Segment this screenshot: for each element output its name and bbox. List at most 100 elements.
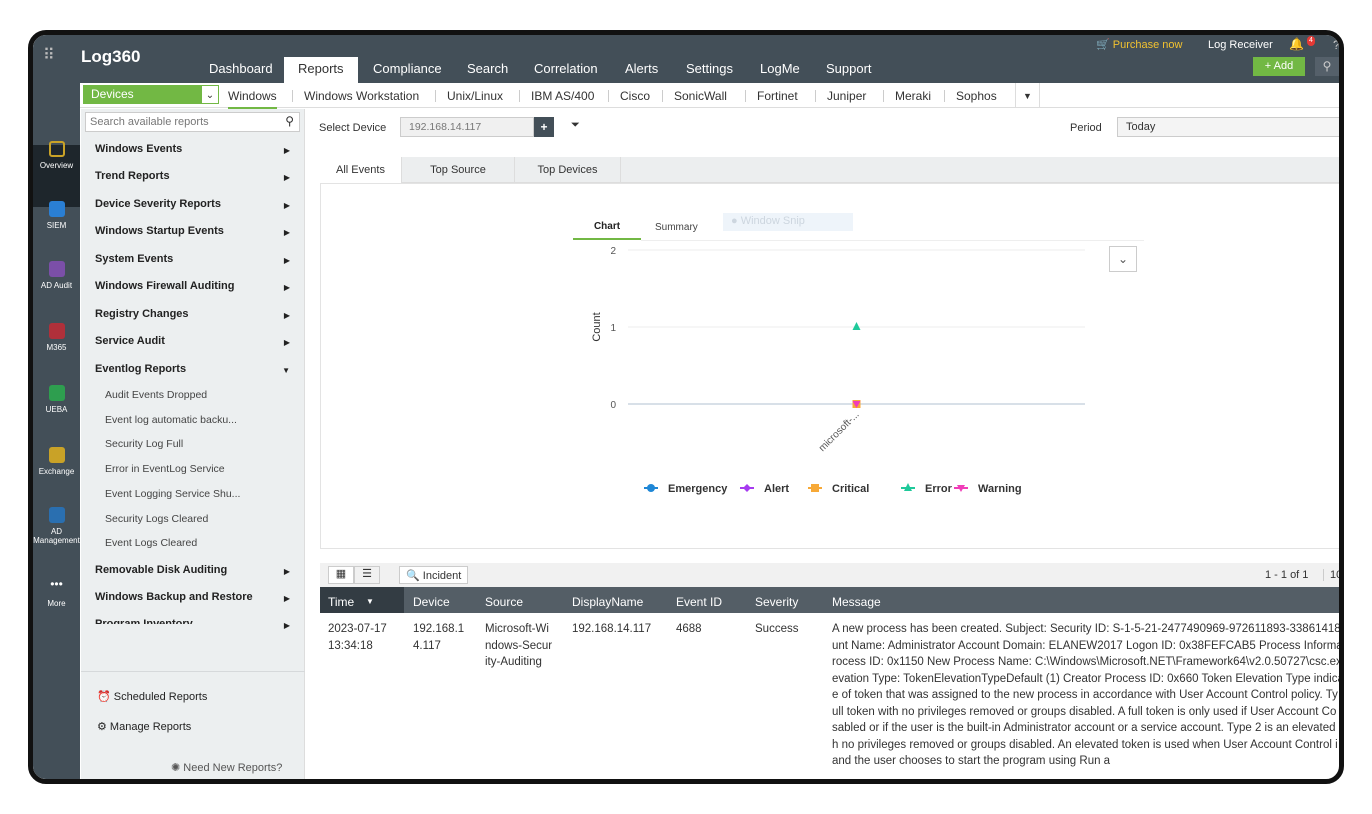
device-category-dropdown[interactable]: Devices ⌄ [83,85,219,104]
subnav-cisco[interactable]: Cisco [620,89,651,103]
sidebar-item[interactable]: Program Inventory [95,618,193,624]
tab-top-devices[interactable]: Top Devices [515,157,621,183]
subnav-meraki[interactable]: Meraki [895,89,932,103]
device-input[interactable]: 192.168.14.117 [400,117,534,137]
sidebar-item[interactable]: Removable Disk Auditing [95,564,228,576]
column-header-device[interactable]: Device [413,595,450,609]
nav-tab-support[interactable]: Support [826,61,872,76]
column-header-time[interactable]: Time [328,595,355,609]
column-header-event-id[interactable]: Event ID [676,595,723,609]
log-receiver-link[interactable]: Log Receiver [1208,39,1273,51]
x-tick-label: microsoft-... [817,409,862,454]
bell-icon[interactable]: 🔔 [1289,37,1304,51]
column-header-source[interactable]: Source [485,595,524,609]
cell-line: sabled or if the user is the built-in Ad… [832,722,1336,734]
search-icon[interactable]: ⚲ [1315,57,1339,76]
sidebar-item[interactable]: Windows Backup and Restore [95,591,253,603]
grid-view-icon[interactable]: ▦ [328,566,354,584]
summary-tab[interactable]: Summary [655,222,698,233]
subnav-windows[interactable]: Windows [228,89,277,109]
sort-desc-icon[interactable]: ▼ [366,597,374,606]
nav-tab-dashboard[interactable]: Dashboard [209,61,273,76]
nav-tab-alerts[interactable]: Alerts [625,61,659,76]
period-label: Period [1070,122,1102,134]
add-device-button[interactable]: + [534,117,554,137]
cell-line: h no privileges removed or groups disabl… [832,738,1338,751]
more-devices-dropdown[interactable]: ▼ [1015,83,1040,107]
period-select[interactable]: Today [1117,117,1339,137]
caret-right-icon: ▶ [283,311,290,320]
exchange-icon [48,447,65,463]
sidebar-item[interactable]: Eventlog Reports [95,363,187,375]
nav-tab-correlation[interactable]: Correlation [534,61,598,76]
column-header-severity[interactable]: Severity [755,595,799,609]
report-search-input[interactable]: Search available reports ⚲ [85,112,300,132]
subnav-fortinet[interactable]: Fortinet [757,89,798,103]
rail-item-exchange[interactable]: Exchange [33,447,80,476]
events-chart: 0 1 2 Count microsoft-... Emergency Alert Criti… [591,246,1085,495]
subnav-windows-workstation[interactable]: Windows Workstation [304,89,420,103]
caret-right-icon: ▶ [283,146,290,155]
page-size-select[interactable]: 10 [1323,569,1339,581]
y-tick-label: 1 [610,323,616,334]
app-grid-icon[interactable]: ⠿ [43,47,55,64]
rail-item-more[interactable]: ••• More [33,578,80,608]
purchase-now-link[interactable]: 🛒 Purchase now [1096,39,1183,51]
help-icon[interactable]: ? [1333,38,1340,52]
sidebar-item[interactable]: Service Audit [95,335,165,347]
tab-top-source[interactable]: Top Source [402,157,515,183]
device-subnav: Devices ⌄ Windows Windows Workstation Unix/… [80,83,1339,109]
window-snip-overlay: ● Window Snip [723,213,853,231]
sidebar-subitem[interactable]: Event Logging Service Shu... [105,487,241,500]
sidebar-subitem[interactable]: Error in EventLog Service [105,463,225,476]
more-label: More [47,599,66,608]
overview-label: Overview [39,161,74,170]
add-button[interactable]: + Add [1253,57,1305,76]
sidebar-subitem[interactable]: Event log automatic backu... [105,413,237,426]
manage-reports-link[interactable]: ⚙ Manage Reports [97,721,192,733]
rail-item-overview[interactable]: Overview [33,141,80,170]
list-view-icon[interactable]: ☰ [354,566,380,584]
nav-tab-compliance[interactable]: Compliance [373,61,442,76]
rail-item-ad-management[interactable]: AD Management [33,507,80,545]
tab-all-events[interactable]: All Events [320,157,402,183]
chart-options-dropdown[interactable]: ⌄ [1109,246,1137,272]
rail-item-siem[interactable]: SIEM [33,201,80,230]
sidebar-item[interactable]: Windows Startup Events [95,225,224,237]
caret-right-icon: ▶ [283,567,290,576]
sidebar-item[interactable]: System Events [95,253,174,265]
sidebar-item[interactable]: Windows Events [95,143,183,155]
chart-tab[interactable]: Chart [573,221,641,240]
sidebar-item[interactable]: Device Severity Reports [95,198,221,210]
overlay-label: Window Snip [740,215,805,227]
cell-line: A new process has been created. Subject:… [832,623,1340,635]
subnav-ibm-as-400[interactable]: IBM AS/400 [531,89,595,103]
incident-button[interactable]: 🔍 Incident [399,566,469,584]
need-new-reports-link[interactable]: ✺ Need New Reports? [171,762,283,774]
rail-item-ueba[interactable]: UEBA [33,385,80,414]
sidebar-item[interactable]: Trend Reports [95,170,170,182]
sidebar-subitem[interactable]: Security Logs Cleared [105,512,209,525]
subnav-sonicwall[interactable]: SonicWall [674,89,727,103]
column-header-message[interactable]: Message [832,595,881,609]
rail-item-ad-audit[interactable]: AD Audit [33,261,80,290]
sidebar-item[interactable]: Registry Changes [95,308,189,320]
nav-tab-reports[interactable]: Reports [284,57,358,83]
sidebar-subitem[interactable]: Security Log Full [105,438,184,451]
nav-tab-logme[interactable]: LogMe [760,61,800,76]
sidebar-subitem[interactable]: Audit Events Dropped [105,389,208,401]
table-row[interactable]: 2023-07-17 13:34:18 192.168.1 4.117 Microsof… [320,613,1340,779]
legend-label: Emergency [668,483,728,495]
subnav-sophos[interactable]: Sophos [956,89,997,103]
nav-tab-search[interactable]: Search [467,61,509,76]
column-header-displayname[interactable]: DisplayName [572,595,644,609]
filter-icon[interactable]: ⏷ [571,119,580,131]
sidebar-item[interactable]: Windows Firewall Auditing [95,280,235,292]
subnav-juniper[interactable]: Juniper [827,89,867,103]
divider [641,240,1144,241]
nav-tab-settings[interactable]: Settings [686,61,733,76]
scheduled-reports-link[interactable]: ⏰ Scheduled Reports [97,691,208,703]
subnav-unix-linux[interactable]: Unix/Linux [447,89,504,103]
rail-item-m365[interactable]: M365 [33,323,80,352]
sidebar-subitem[interactable]: Event Logs Cleared [105,537,198,550]
